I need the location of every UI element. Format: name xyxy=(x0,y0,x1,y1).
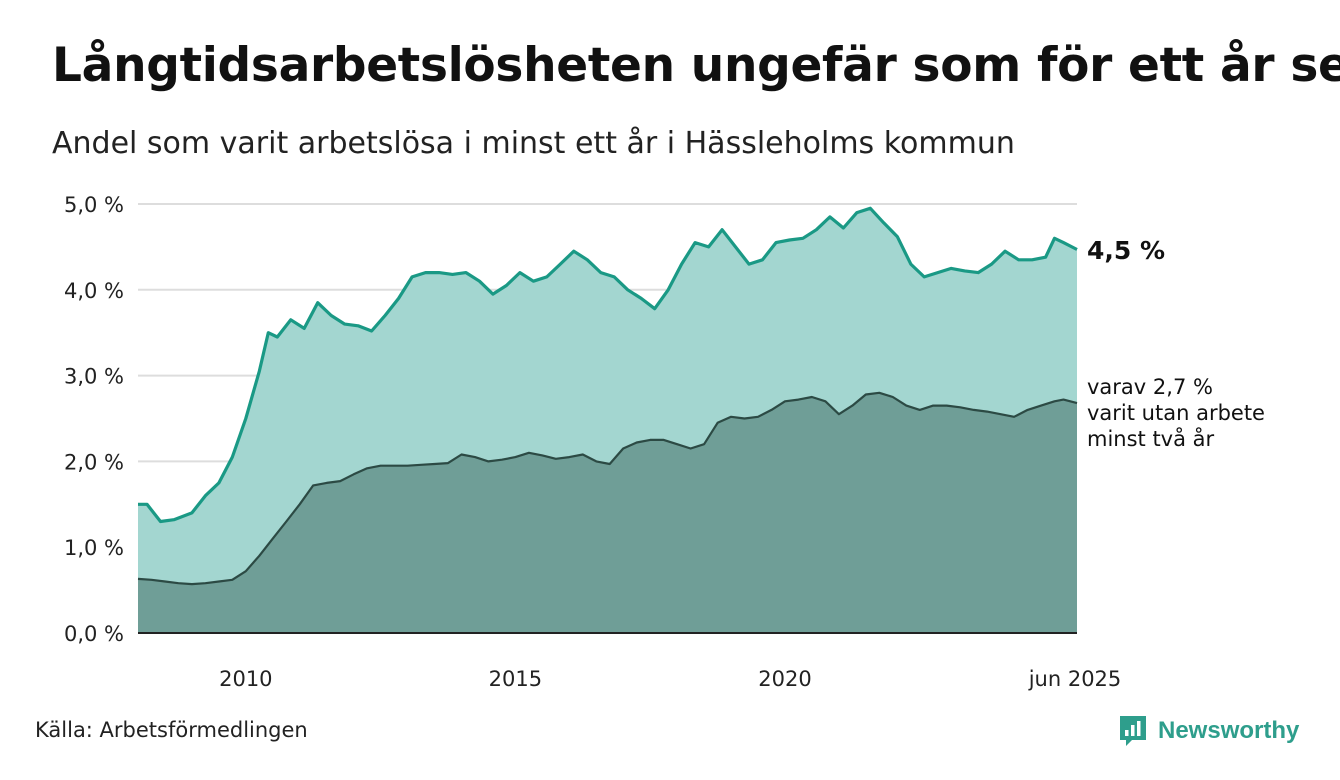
y-tick-label: 5,0 % xyxy=(64,193,124,217)
y-tick-label: 3,0 % xyxy=(64,365,124,389)
x-tick-label: jun 2025 xyxy=(1028,667,1122,691)
chart-title: Långtidsarbetslösheten ungefär som för e… xyxy=(52,38,1340,93)
total-end-label: 4,5 % xyxy=(1087,236,1165,265)
x-tick-label: 2010 xyxy=(219,667,272,691)
newsworthy-icon xyxy=(1120,716,1146,746)
brand-logo: Newsworthy xyxy=(1118,714,1299,748)
sub-end-label: varav 2,7 % xyxy=(1087,375,1213,399)
source-note: Källa: Arbetsförmedlingen xyxy=(35,718,308,742)
sub-end-label: varit utan arbete xyxy=(1087,401,1265,425)
y-tick-label: 0,0 % xyxy=(64,622,124,646)
sub-series-area xyxy=(138,392,1077,633)
total-series-line xyxy=(138,206,1078,524)
y-tick-label: 2,0 % xyxy=(64,450,124,474)
chart-subtitle: Andel som varit arbetslösa i minst ett å… xyxy=(52,126,1015,161)
sub-end-label: minst två år xyxy=(1087,426,1215,451)
y-tick-label: 1,0 % xyxy=(64,536,124,560)
y-tick-label: 4,0 % xyxy=(64,279,124,303)
sub-series-line xyxy=(137,391,1078,586)
brand-name: Newsworthy xyxy=(1158,717,1300,744)
x-tick-label: 2015 xyxy=(489,667,542,691)
x-tick-label: 2020 xyxy=(758,667,811,691)
